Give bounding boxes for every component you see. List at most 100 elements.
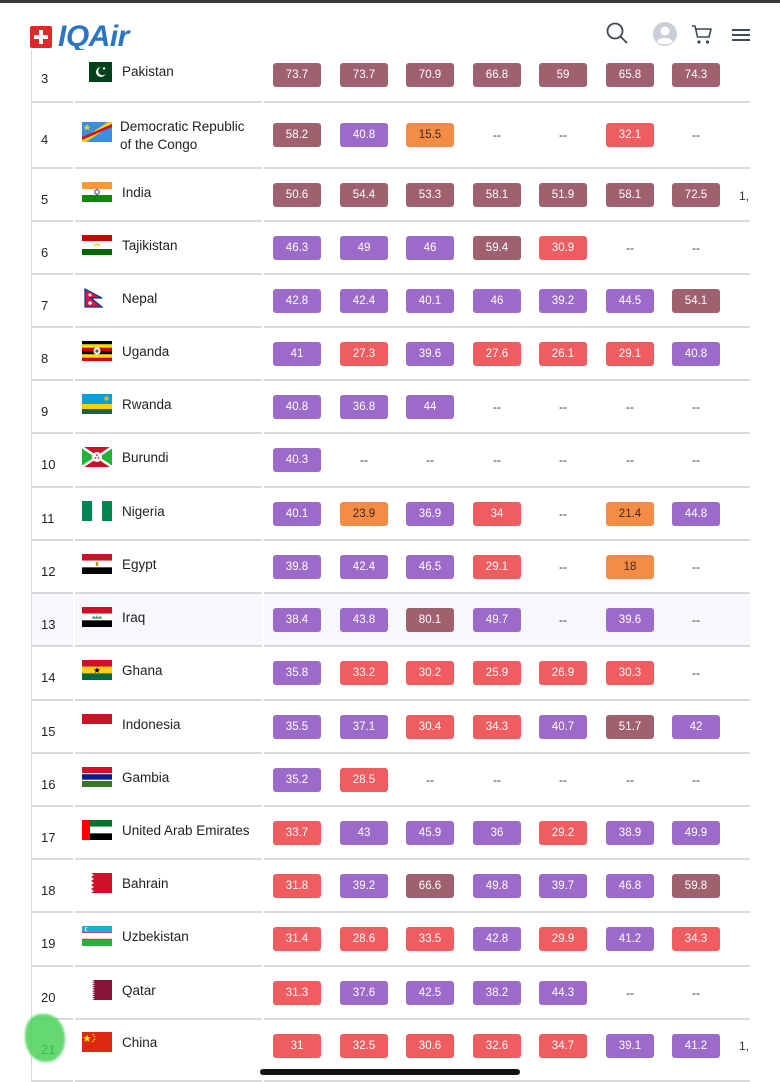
country-name[interactable]: Tajikistan <box>122 237 178 255</box>
aqi-value-badge: 18 <box>606 555 654 579</box>
table-row[interactable]: 3 Pakistan 73.7 73.7 70.9 66.8 59 65.8 74.3 <box>32 50 750 103</box>
country-name-line: United Arab Emirates <box>122 823 250 838</box>
indonesia-flag-icon <box>82 714 112 734</box>
aqi-value-badge: 40.7 <box>539 715 587 739</box>
no-data-cell: -- <box>692 400 700 414</box>
country-name[interactable]: Democratic Republic of the Congo <box>120 118 245 154</box>
aqi-value-badge: 49.9 <box>672 821 720 845</box>
rank-number: 11 <box>41 511 55 526</box>
aqi-value-badge: 39.7 <box>539 874 587 898</box>
aqi-value-badge: 31.4 <box>273 927 321 951</box>
table-row[interactable]: 15 Indonesia 35.5 37.1 30.4 34.3 40.7 51.7 42 <box>32 701 750 754</box>
country-name[interactable]: Egypt <box>122 556 157 574</box>
table-row[interactable]: 16 Gambia 35.2 28.5 -- -- -- -- -- <box>32 754 750 807</box>
hamburger-menu-icon[interactable] <box>731 27 751 48</box>
country-name[interactable]: Qatar <box>122 982 156 1000</box>
user-avatar-icon[interactable] <box>652 21 678 52</box>
table-row[interactable]: 8 Uganda 41 27.3 39.6 27.6 26.1 29.1 40.8 <box>32 328 750 381</box>
country-name[interactable]: Uganda <box>122 343 169 361</box>
no-data-cell: -- <box>559 773 567 787</box>
rank-number: 6 <box>41 245 49 260</box>
table-row[interactable]: 12 Egypt 39.8 42.4 46.5 29.1 -- 18 -- <box>32 541 750 594</box>
rank-number: 9 <box>41 404 49 419</box>
table-row[interactable]: 10 Burundi 40.3 -- -- -- -- -- -- <box>32 434 750 488</box>
brand-name: IQAir <box>58 20 129 53</box>
tajikistan-flag-icon <box>82 235 112 255</box>
country-name-line: Egypt <box>122 557 157 572</box>
rank-number: 4 <box>41 132 49 147</box>
aqi-value-badge: 28.5 <box>340 768 388 792</box>
rank-number: 17 <box>41 830 56 845</box>
country-name[interactable]: Gambia <box>122 769 169 787</box>
country-name[interactable]: Rwanda <box>122 396 172 414</box>
country-name[interactable]: Uzbekistan <box>122 928 189 946</box>
aqi-value-badge: 46 <box>406 236 454 260</box>
country-name[interactable]: Pakistan <box>122 63 174 81</box>
aqi-value-badge: 46.3 <box>273 236 321 260</box>
country-name[interactable]: Nigeria <box>122 503 165 521</box>
india-flag-icon <box>82 182 112 202</box>
no-data-cell: -- <box>692 666 700 680</box>
home-indicator[interactable] <box>260 1069 520 1075</box>
table-row[interactable]: 9 Rwanda 40.8 36.8 44 -- -- -- -- <box>32 381 750 434</box>
aqi-value-badge: 39.1 <box>606 1034 654 1058</box>
country-name[interactable]: Indonesia <box>122 716 181 734</box>
table-row[interactable]: 11 Nigeria 40.1 23.9 36.9 34 -- 21.4 44.8 <box>32 488 750 541</box>
qatar-flag-icon <box>82 980 112 1000</box>
no-data-cell: -- <box>426 453 434 467</box>
aqi-value-badge: 39.2 <box>340 874 388 898</box>
aqi-value-badge: 44.5 <box>606 289 654 313</box>
aqi-value-badge: 43.8 <box>340 608 388 632</box>
table-row[interactable]: 18 Bahrain 31.8 39.2 66.6 49.8 39.7 46.8 59.8 <box>32 860 750 913</box>
rank-number: 13 <box>41 617 56 632</box>
aqi-value-badge: 42 <box>672 715 720 739</box>
table-row[interactable]: 14 Ghana 35.8 33.2 30.2 25.9 26.9 30.3 -- <box>32 647 750 701</box>
country-name-line: Nigeria <box>122 504 165 519</box>
country-name[interactable]: China <box>122 1034 157 1052</box>
table-row[interactable]: 19 Uzbekistan 31.4 28.6 33.5 42.8 29.9 41.2 34.3 <box>32 913 750 967</box>
aqi-value-badge: 49.7 <box>473 608 521 632</box>
country-name[interactable]: Nepal <box>122 290 157 308</box>
country-name[interactable]: Bahrain <box>122 875 169 893</box>
aqi-value-badge: 29.1 <box>473 555 521 579</box>
rank-number: 16 <box>41 777 56 792</box>
aqi-value-badge: 49 <box>340 236 388 260</box>
aqi-value-badge: 30.6 <box>406 1034 454 1058</box>
country-name-line: Bahrain <box>122 876 169 891</box>
rank-number: 19 <box>41 936 56 951</box>
search-icon[interactable] <box>605 21 629 50</box>
country-name[interactable]: Burundi <box>122 449 169 467</box>
table-row[interactable]: 4 Democratic Republic of the Congo 58.2 40.8… <box>32 103 750 169</box>
country-name[interactable]: United Arab Emirates <box>122 822 250 840</box>
aqi-value-badge: 59.4 <box>473 236 521 260</box>
aqi-value-badge: 44 <box>406 395 454 419</box>
table-row[interactable]: 13 Iraq 38.4 43.8 80.1 49.7 -- 39.6 -- <box>32 594 750 647</box>
iqair-logo[interactable]: IQAir <box>30 22 129 52</box>
iraq-flag-icon <box>82 607 112 627</box>
aqi-value-badge: 38.9 <box>606 821 654 845</box>
table-row[interactable]: 5 India 50.6 54.4 53.3 58.1 51.9 58.1 72.5 1, <box>32 169 750 222</box>
no-data-cell: -- <box>360 453 368 467</box>
no-data-cell: -- <box>692 560 700 574</box>
aqi-value-badge: 23.9 <box>340 502 388 526</box>
table-row[interactable]: 7 Nepal 42.8 42.4 40.1 46 39.2 44.5 54.1 <box>32 275 750 328</box>
rank-number: 8 <box>41 351 49 366</box>
cart-icon[interactable] <box>690 23 714 52</box>
aqi-value-badge: 34.3 <box>672 927 720 951</box>
aqi-value-badge: 30.9 <box>539 236 587 260</box>
rank-number: 18 <box>41 883 56 898</box>
aqi-value-badge: 73.7 <box>340 63 388 87</box>
no-data-cell: -- <box>626 773 634 787</box>
table-row[interactable]: 20 Qatar 31.3 37.6 42.5 38.2 44.3 -- -- <box>32 967 750 1020</box>
aqi-value-badge: 51.9 <box>539 183 587 207</box>
table-row[interactable]: 6 Tajikistan 46.3 49 46 59.4 30.9 -- -- <box>32 222 750 275</box>
uae-flag-icon <box>82 820 112 840</box>
table-row[interactable]: 17 United Arab Emirates 33.7 43 45.9 36 29.2 38… <box>32 807 750 860</box>
no-data-cell: -- <box>692 986 700 1000</box>
china-flag-icon <box>82 1032 112 1052</box>
country-name[interactable]: Ghana <box>122 662 163 680</box>
country-name[interactable]: Iraq <box>122 609 145 627</box>
country-name[interactable]: India <box>122 184 151 202</box>
no-data-cell: -- <box>626 453 634 467</box>
rank-number: 7 <box>41 298 49 313</box>
